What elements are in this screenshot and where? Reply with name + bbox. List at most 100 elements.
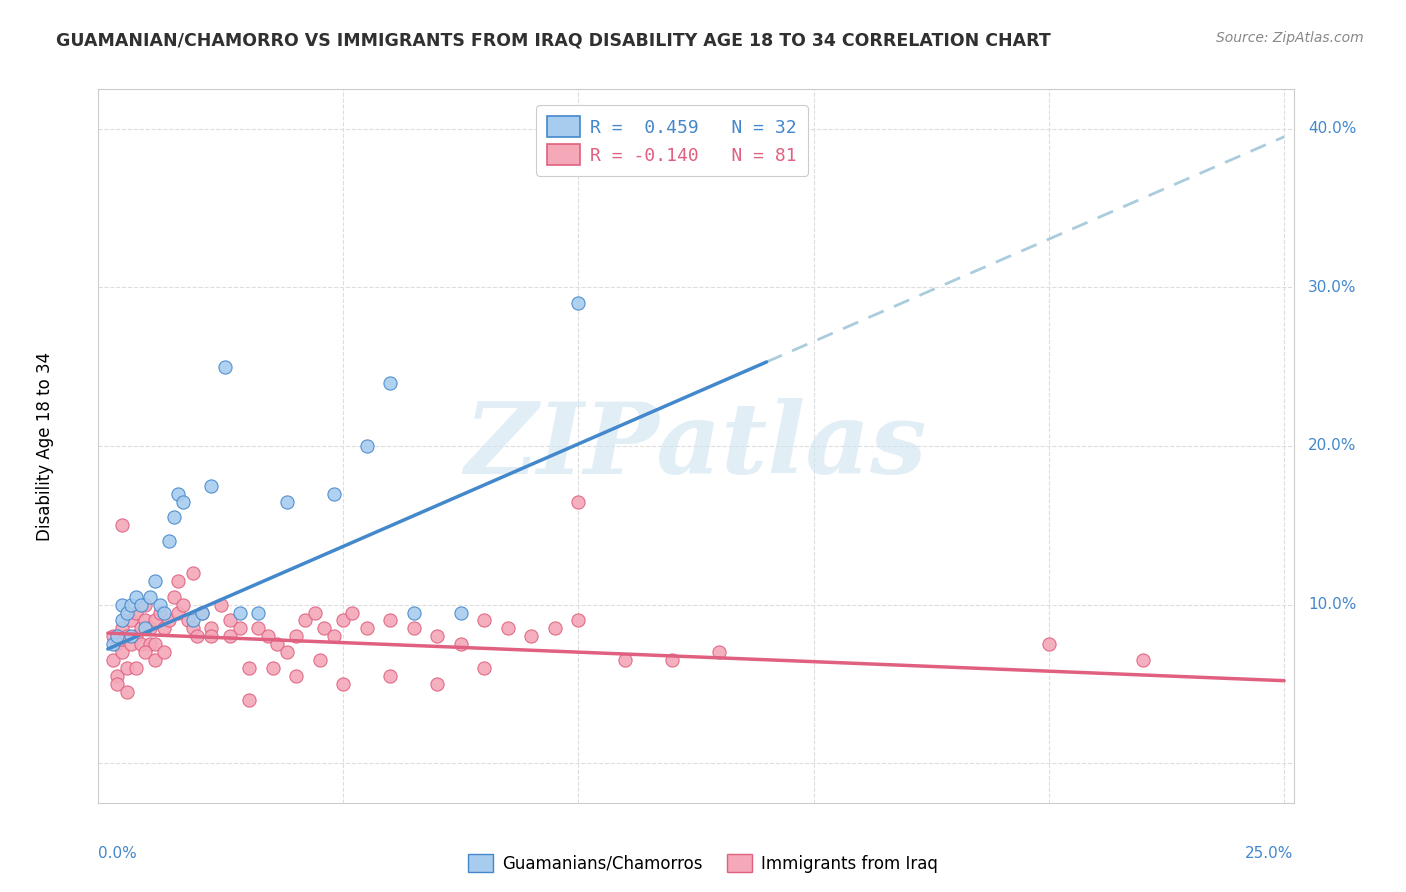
Point [139,590,162,604]
Text: 40.0%: 40.0% [1308,121,1357,136]
Point [661,653,683,667]
Point [200,629,222,643]
Point [378,614,401,628]
Point [115,629,138,643]
Point [167,606,190,620]
Point [139,637,162,651]
Point [356,621,378,635]
Point [200,478,222,492]
Point [228,606,250,620]
Point [450,637,472,651]
Point [426,677,449,691]
Point [496,621,519,635]
Point [115,606,138,620]
Point [105,637,128,651]
Text: Source: ZipAtlas.com: Source: ZipAtlas.com [1216,31,1364,45]
Point [172,598,194,612]
Point [111,598,134,612]
Point [378,669,401,683]
Point [567,614,589,628]
Point [308,653,330,667]
Point [115,661,138,675]
Point [262,661,284,675]
Text: 10.0%: 10.0% [1308,597,1357,612]
Point [139,621,162,635]
Point [426,629,449,643]
Text: 20.0%: 20.0% [1308,439,1357,453]
Point [149,598,172,612]
Point [153,621,176,635]
Point [125,661,148,675]
Point [167,486,190,500]
Point [450,606,472,620]
Point [129,637,152,651]
Point [134,598,156,612]
Point [1038,637,1060,651]
Point [134,645,156,659]
Point [177,614,200,628]
Point [143,574,166,588]
Point [143,614,166,628]
Point [567,494,589,508]
Point [332,614,354,628]
Point [153,645,176,659]
Point [134,621,156,635]
Point [200,621,222,635]
Point [294,614,316,628]
Point [214,359,236,374]
Point [111,518,134,533]
Point [191,606,214,620]
Point [172,494,194,508]
Point [238,692,260,706]
Point [256,629,278,643]
Point [332,677,354,691]
Point [276,494,298,508]
Point [120,629,142,643]
Text: 30.0%: 30.0% [1308,280,1357,295]
Point [105,677,128,691]
Point [149,606,172,620]
Point [276,645,298,659]
Text: GUAMANIAN/CHAMORRO VS IMMIGRANTS FROM IRAQ DISABILITY AGE 18 TO 34 CORRELATION C: GUAMANIAN/CHAMORRO VS IMMIGRANTS FROM IR… [56,31,1052,49]
Point [402,621,425,635]
Point [143,637,166,651]
Point [125,590,148,604]
Point [614,653,637,667]
Point [143,653,166,667]
Point [228,621,250,635]
Point [120,614,142,628]
Point [111,621,134,635]
Text: Disability Age 18 to 34: Disability Age 18 to 34 [35,351,53,541]
Point [378,376,401,390]
Point [125,606,148,620]
Point [129,621,152,635]
Point [115,685,138,699]
Point [356,439,378,453]
Point [101,637,124,651]
Point [111,645,134,659]
Point [163,590,186,604]
Point [520,629,543,643]
Point [342,606,364,620]
Text: ZIPatlas: ZIPatlas [465,398,927,494]
Point [238,661,260,675]
Point [191,606,214,620]
Point [101,629,124,643]
Point [314,621,336,635]
Point [219,629,242,643]
Point [101,653,124,667]
Point [472,661,495,675]
Legend: Guamanians/Chamorros, Immigrants from Iraq: Guamanians/Chamorros, Immigrants from Ir… [461,847,945,880]
Point [285,629,308,643]
Point [322,486,344,500]
Point [755,153,778,168]
Point [120,598,142,612]
Point [266,637,288,651]
Point [153,606,176,620]
Point [1132,653,1154,667]
Point [167,574,190,588]
Point [163,510,186,524]
Point [402,606,425,620]
Point [304,606,326,620]
Legend: R =  0.459   N = 32, R = -0.140   N = 81: R = 0.459 N = 32, R = -0.140 N = 81 [536,105,808,176]
